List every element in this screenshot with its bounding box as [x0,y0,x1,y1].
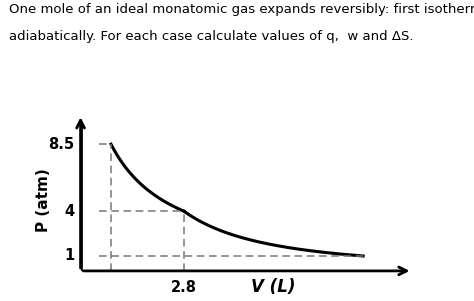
Text: adiabatically. For each case calculate values of q,  w and ΔS.: adiabatically. For each case calculate v… [9,30,414,43]
Text: 8.5: 8.5 [48,137,75,152]
Text: V (L): V (L) [251,278,295,296]
Text: 2.8: 2.8 [171,280,197,295]
Text: 1: 1 [64,249,75,263]
Text: 4: 4 [64,204,75,219]
Text: P (atm): P (atm) [36,169,51,232]
Text: One mole of an ideal monatomic gas expands reversibly: first isothermally and th: One mole of an ideal monatomic gas expan… [9,3,474,16]
